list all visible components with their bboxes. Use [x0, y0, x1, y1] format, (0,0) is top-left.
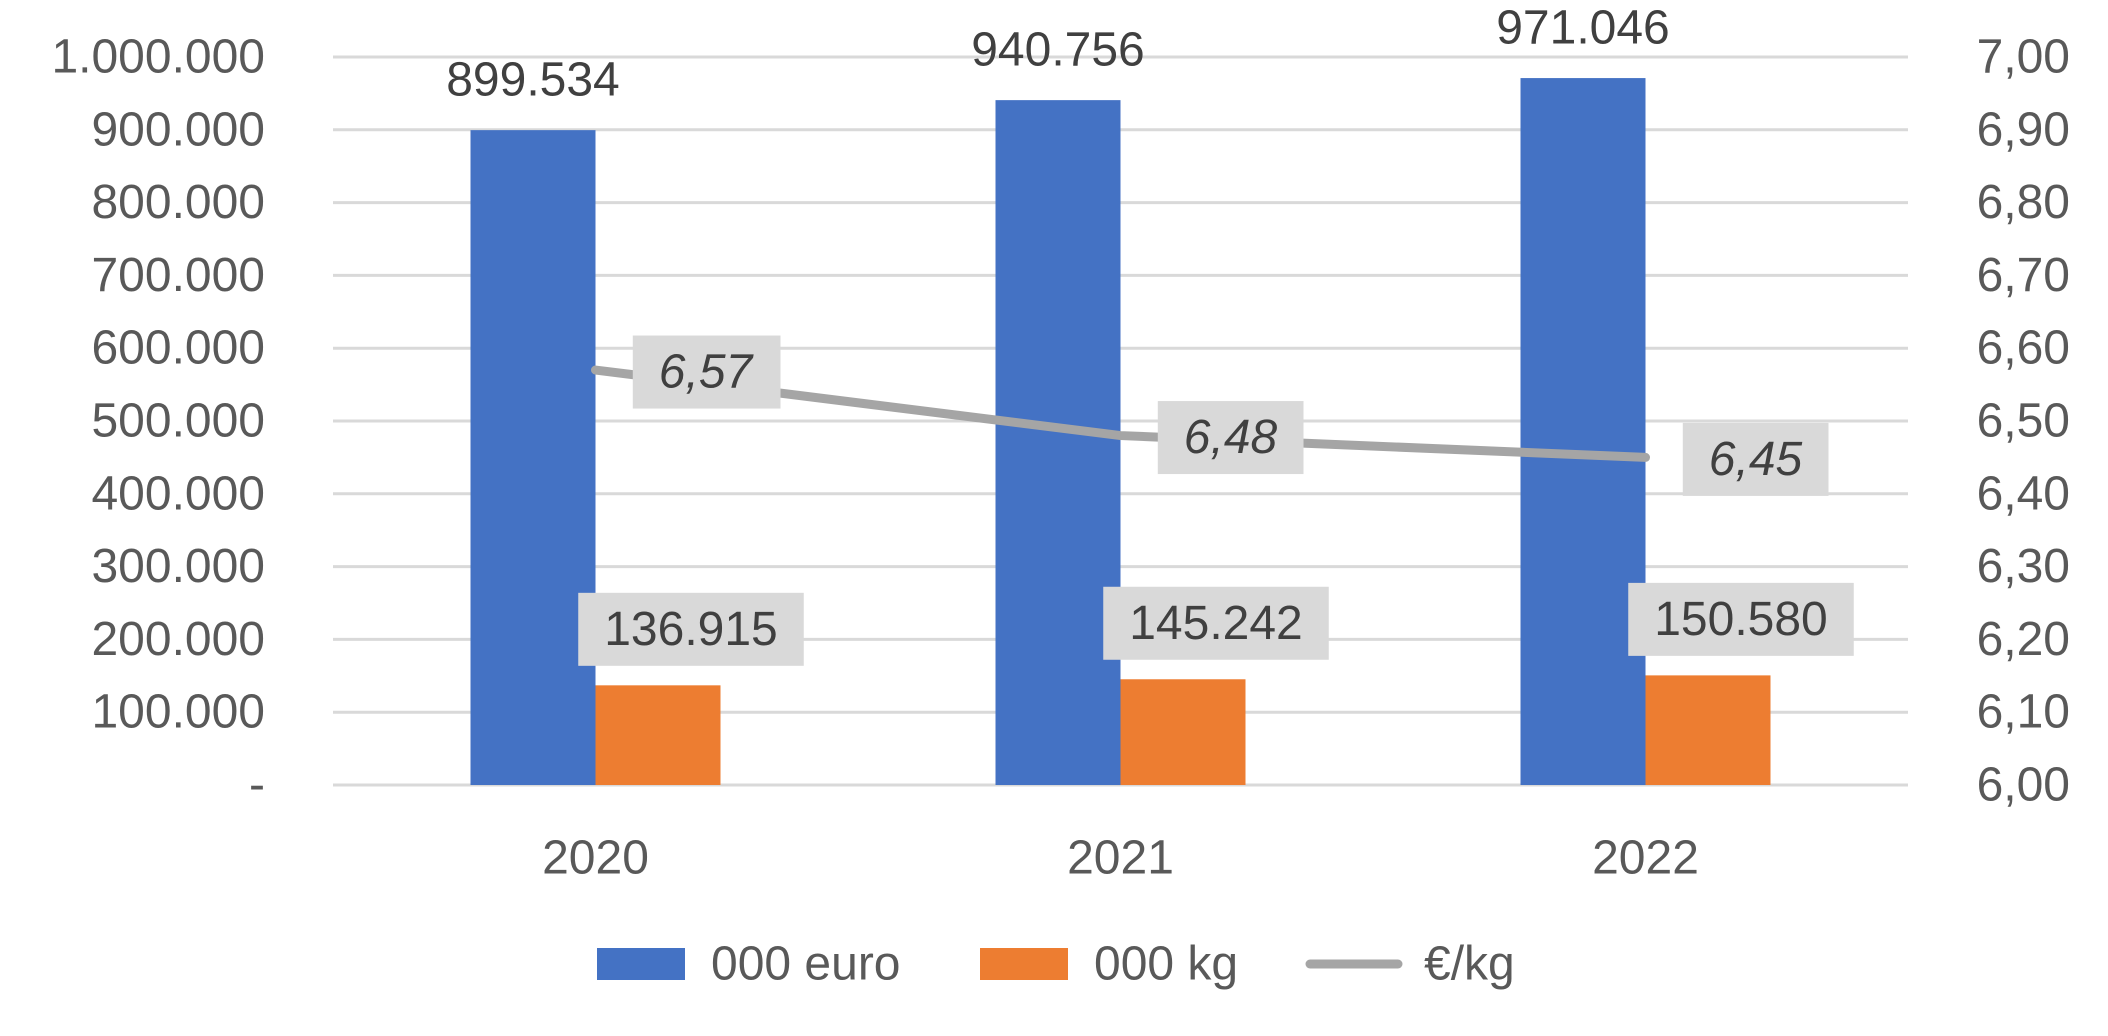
y-left-tick-label: 100.000	[91, 686, 265, 739]
y-left-tick-label: 500.000	[91, 395, 265, 448]
line-value-label: 6,45	[1709, 433, 1803, 486]
legend-swatch-kg	[980, 948, 1068, 980]
legend-label: 000 euro	[711, 938, 901, 991]
y-left-tick-label: -	[249, 759, 265, 812]
legend-label: €/kg	[1424, 938, 1515, 991]
legend-label: 000 kg	[1094, 938, 1238, 991]
data-labels: 899.534 940.756 971.046 136.915 145.242 150.5…	[446, 2, 1854, 666]
y-right-tick-label: 6,70	[1977, 249, 2070, 302]
bar-value-label-euro: 940.756	[971, 24, 1145, 77]
bar-kg	[1120, 679, 1246, 785]
x-tick-label: 2021	[1067, 832, 1174, 885]
y-left-tick-label: 200.000	[91, 613, 265, 666]
y-right-tick-label: 6,00	[1977, 759, 2070, 812]
x-tick-label: 2020	[542, 832, 649, 885]
bar-euro	[1520, 78, 1646, 786]
bar-value-label-kg-bg	[1628, 582, 1854, 656]
line-value-label-bg	[1682, 422, 1829, 496]
x-axis: 2020 2021 2022	[542, 832, 1699, 885]
bar-value-label-kg: 150.580	[1654, 593, 1828, 646]
y-right-tick-label: 6,20	[1977, 613, 2070, 666]
y-right-tick-label: 6,50	[1977, 395, 2070, 448]
bar-value-label-euro: 899.534	[446, 54, 620, 107]
line-value-label-bg	[1157, 401, 1304, 475]
y-left-tick-label: 600.000	[91, 322, 265, 375]
y-right-tick-label: 6,80	[1977, 176, 2070, 229]
y-right-tick-label: 7,00	[1977, 31, 2070, 84]
bar-kg	[1645, 675, 1771, 785]
y-right-tick-label: 6,90	[1977, 103, 2070, 156]
bar-value-label-kg-bg	[1103, 586, 1329, 660]
y-right-tick-label: 6,10	[1977, 686, 2070, 739]
line-value-label: 6,57	[659, 346, 755, 399]
legend-swatch-euro	[597, 948, 685, 980]
y-left-tick-label: 700.000	[91, 249, 265, 302]
y-axis-right: 6,00 6,10 6,20 6,30 6,40 6,50 6,60 6,70 6,80 6,90…	[1977, 31, 2070, 812]
y-right-tick-label: 6,40	[1977, 467, 2070, 520]
bar-value-label-kg-bg	[578, 592, 804, 666]
y-left-tick-label: 300.000	[91, 540, 265, 593]
line-value-label-bg	[632, 335, 781, 409]
y-left-tick-label: 400.000	[91, 467, 265, 520]
bar-euro	[470, 130, 596, 785]
bars	[470, 78, 1771, 786]
y-axis-left: - 100.000 200.000 300.000 400.000 500.000 600.…	[51, 31, 265, 812]
bar-value-label-euro: 971.046	[1496, 2, 1670, 55]
bar-euro	[995, 100, 1121, 785]
y-left-tick-label: 1.000.000	[51, 31, 265, 84]
y-left-tick-label: 800.000	[91, 176, 265, 229]
y-left-tick-label: 900.000	[91, 103, 265, 156]
x-tick-label: 2022	[1592, 832, 1699, 885]
legend: 000 euro 000 kg €/kg	[597, 938, 1515, 991]
y-right-tick-label: 6,30	[1977, 540, 2070, 593]
y-right-tick-label: 6,60	[1977, 322, 2070, 375]
bar-kg	[595, 685, 721, 785]
bar-value-label-kg: 136.915	[604, 603, 778, 656]
bar-value-label-kg: 145.242	[1129, 597, 1303, 650]
line-value-label: 6,48	[1184, 411, 1278, 464]
